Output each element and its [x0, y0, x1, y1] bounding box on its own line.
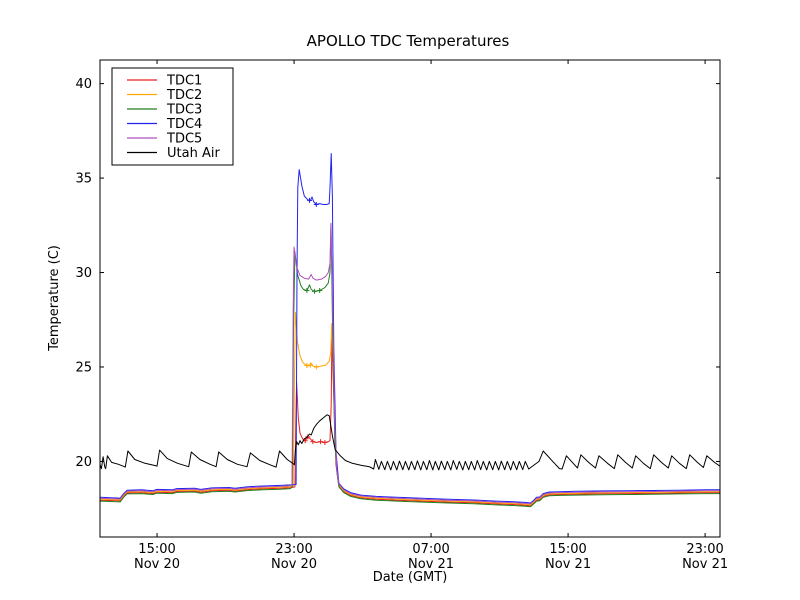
series-marker-tdc4	[307, 197, 312, 203]
y-tick-label: 20	[75, 455, 92, 470]
series-marker-tdc3	[317, 288, 323, 293]
legend-label-tdc3: TDC3	[166, 103, 202, 118]
x-tick-label-date: Nov 20	[134, 557, 180, 572]
legend-box	[111, 67, 234, 166]
series-line-utah-air	[100, 414, 720, 471]
x-tick-label-date: Nov 20	[271, 557, 317, 572]
series-line-tdc4	[100, 153, 720, 504]
y-axis-label: Temperature (C)	[47, 245, 62, 352]
series-marker-tdc2	[313, 364, 319, 370]
legend-label-tdc2: TDC2	[166, 88, 202, 103]
x-tick-label-date: Nov 21	[682, 557, 728, 572]
series-marker-tdc1	[322, 440, 328, 445]
y-tick-label: 25	[75, 360, 92, 375]
x-tick-label-date: Nov 21	[545, 557, 591, 572]
x-tick-label-time: 23:00	[275, 542, 312, 557]
x-tick-label-time: 07:00	[412, 542, 449, 557]
series-line-tdc3	[100, 223, 720, 508]
series-line-tdc5	[100, 222, 720, 505]
series-marker-tdc3	[304, 288, 310, 293]
series-line-tdc2	[100, 311, 720, 506]
x-tick-label-time: 15:00	[549, 542, 586, 557]
series-line-tdc1	[100, 334, 720, 507]
x-axis-label: Date (GMT)	[373, 570, 448, 585]
x-tick-label-time: 15:00	[138, 542, 175, 557]
legend-label-tdc5: TDC5	[166, 132, 202, 147]
plot-border	[99, 59, 721, 538]
series-marker-tdc4	[313, 202, 319, 207]
series-marker-tdc2	[307, 362, 313, 368]
series-marker-tdc3	[312, 288, 318, 294]
legend-label-utah-air: Utah Air	[167, 146, 220, 161]
tick-marks	[100, 60, 720, 537]
chart-title: APOLLO TDC Temperatures	[307, 32, 510, 50]
y-tick-label: 35	[75, 172, 92, 187]
series-marker-tdc1	[310, 439, 316, 445]
series-marker-tdc1	[318, 439, 324, 445]
legend-label-tdc4: TDC4	[166, 117, 202, 132]
x-tick-label-time: 23:00	[686, 542, 723, 557]
series-group	[100, 153, 720, 508]
y-tick-label: 40	[75, 77, 92, 92]
x-tick-label-date: Nov 21	[408, 557, 454, 572]
legend-label-tdc1: TDC1	[166, 74, 202, 89]
y-tick-label: 30	[75, 266, 92, 281]
